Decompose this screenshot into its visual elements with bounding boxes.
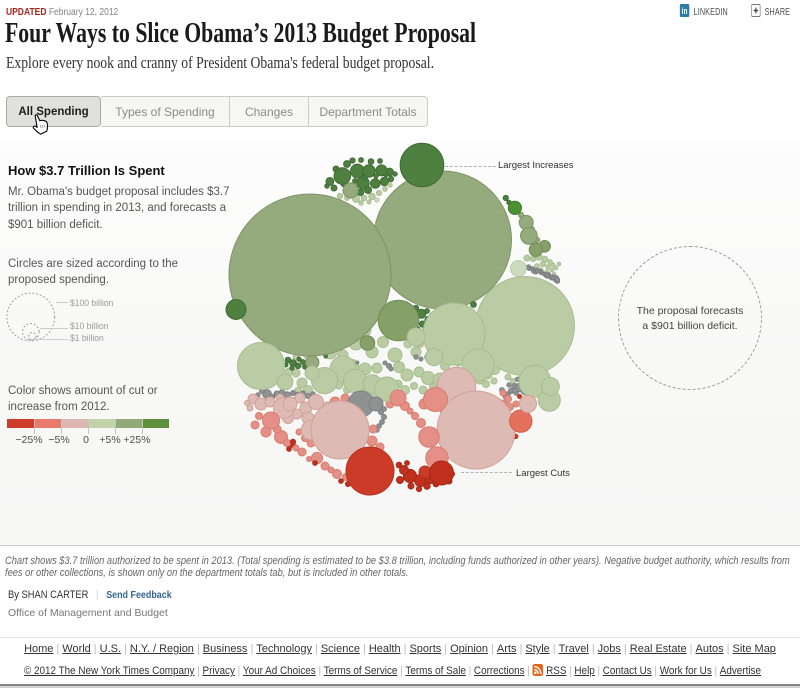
svg-text:in: in [681,6,687,16]
